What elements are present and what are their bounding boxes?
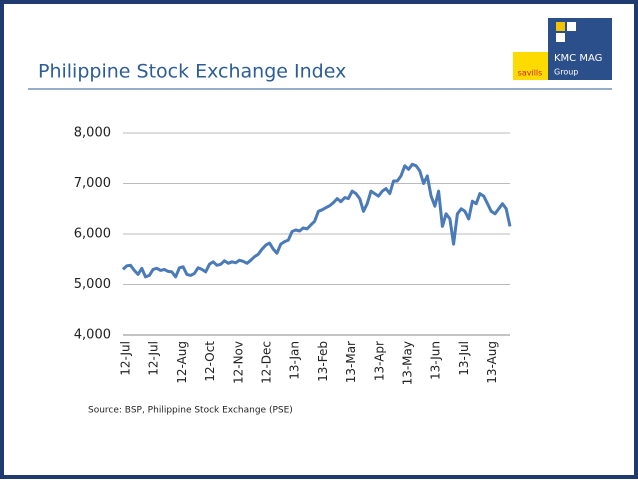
y-tick-label: 8,000 (74, 126, 111, 141)
x-tick-label: 13-Feb (316, 341, 330, 382)
x-tick-label: 12-Jul (147, 341, 161, 376)
x-tick-label: 13-May (401, 341, 415, 385)
x-tick-label: 13-Jan (288, 341, 302, 380)
x-tick-label: 13-Apr (372, 341, 386, 381)
x-tick-label: 12-Jul (119, 341, 133, 376)
y-tick-label: 6,000 (74, 227, 111, 242)
logo-text: savills (518, 69, 543, 78)
x-tick-label: 13-Jun (429, 341, 443, 380)
source-note: Source: BSP, Philippine Stock Exchange (… (88, 406, 293, 416)
x-tick-label: 12-Nov (231, 341, 245, 384)
x-tick-label: 13-Jul (457, 341, 471, 376)
logo-text: KMC MAG (554, 53, 602, 64)
x-tick-label: 13-Mar (344, 341, 358, 383)
logo-text: Group (554, 68, 578, 77)
y-tick-label: 7,000 (74, 176, 111, 191)
logo-square (556, 22, 565, 31)
chart-title: Philippine Stock Exchange Index (38, 61, 346, 83)
logo-savills (513, 52, 548, 80)
x-tick-label: 13-Aug (485, 341, 499, 384)
y-tick-label: 4,000 (74, 328, 111, 343)
data-line (121, 162, 512, 279)
x-tick-label: 12-Oct (203, 341, 217, 382)
logo-square (567, 22, 576, 31)
logo-square (556, 33, 565, 42)
x-tick-label: 12-Aug (175, 341, 189, 384)
y-tick-label: 5,000 (74, 277, 111, 292)
x-tick-label: 12-Dec (260, 341, 274, 384)
